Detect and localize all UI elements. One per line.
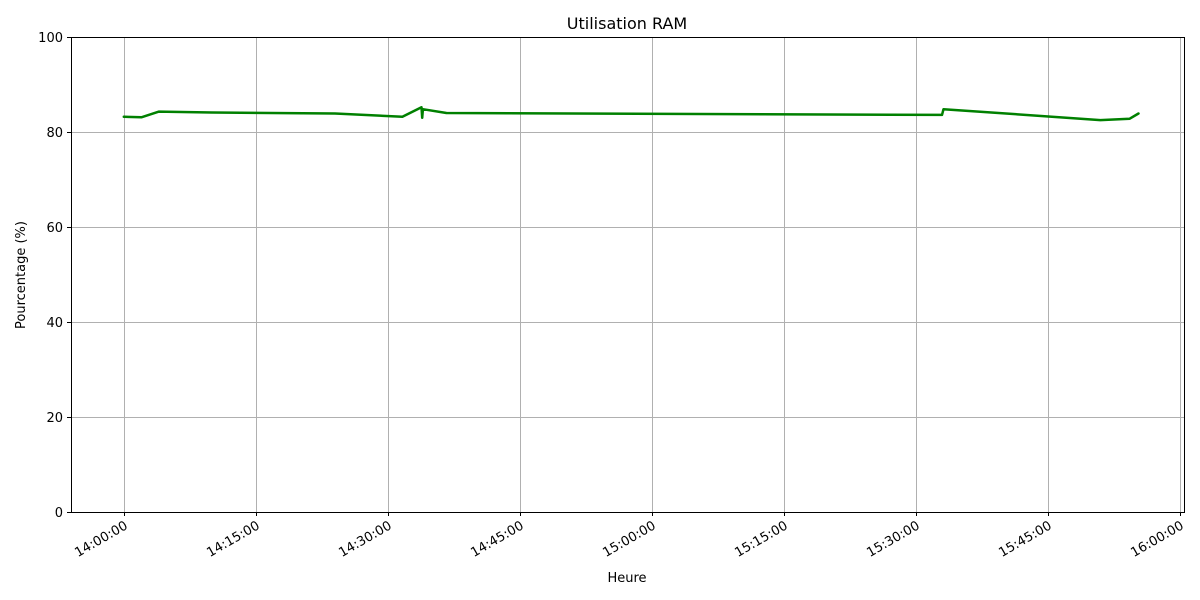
plot-frame <box>71 37 1185 513</box>
y-tick-label: 80 <box>46 126 63 141</box>
y-tick-label: 60 <box>46 221 63 236</box>
x-tick-label: 15:00:00 <box>600 518 658 560</box>
x-axis-label: Heure <box>607 571 646 586</box>
x-tick-label: 14:45:00 <box>468 518 526 560</box>
grid-lines <box>71 37 1184 512</box>
x-tick-label: 14:00:00 <box>72 518 130 560</box>
axis-ticks: 0 20 40 60 80 100 14:00:00 14:15:00 14:30:00 14:4… <box>38 31 1186 561</box>
y-tick-label: 40 <box>46 316 63 331</box>
y-tick-label: 0 <box>55 506 63 521</box>
x-tick-label: 15:30:00 <box>864 518 922 560</box>
x-tick-label: 14:15:00 <box>204 518 262 560</box>
x-tick-label: 14:30:00 <box>336 518 394 560</box>
x-tick-label: 16:00:00 <box>1128 518 1186 560</box>
series-layer <box>122 106 1140 122</box>
x-tick-label: 15:15:00 <box>732 518 790 560</box>
x-tick-label: 15:45:00 <box>996 518 1054 560</box>
y-tick-label: 100 <box>38 31 63 46</box>
chart-title: Utilisation RAM <box>567 14 687 33</box>
y-tick-label: 20 <box>46 411 63 426</box>
y-axis-label: Pourcentage (%) <box>14 221 29 329</box>
ram-usage-series-line <box>122 106 1140 122</box>
